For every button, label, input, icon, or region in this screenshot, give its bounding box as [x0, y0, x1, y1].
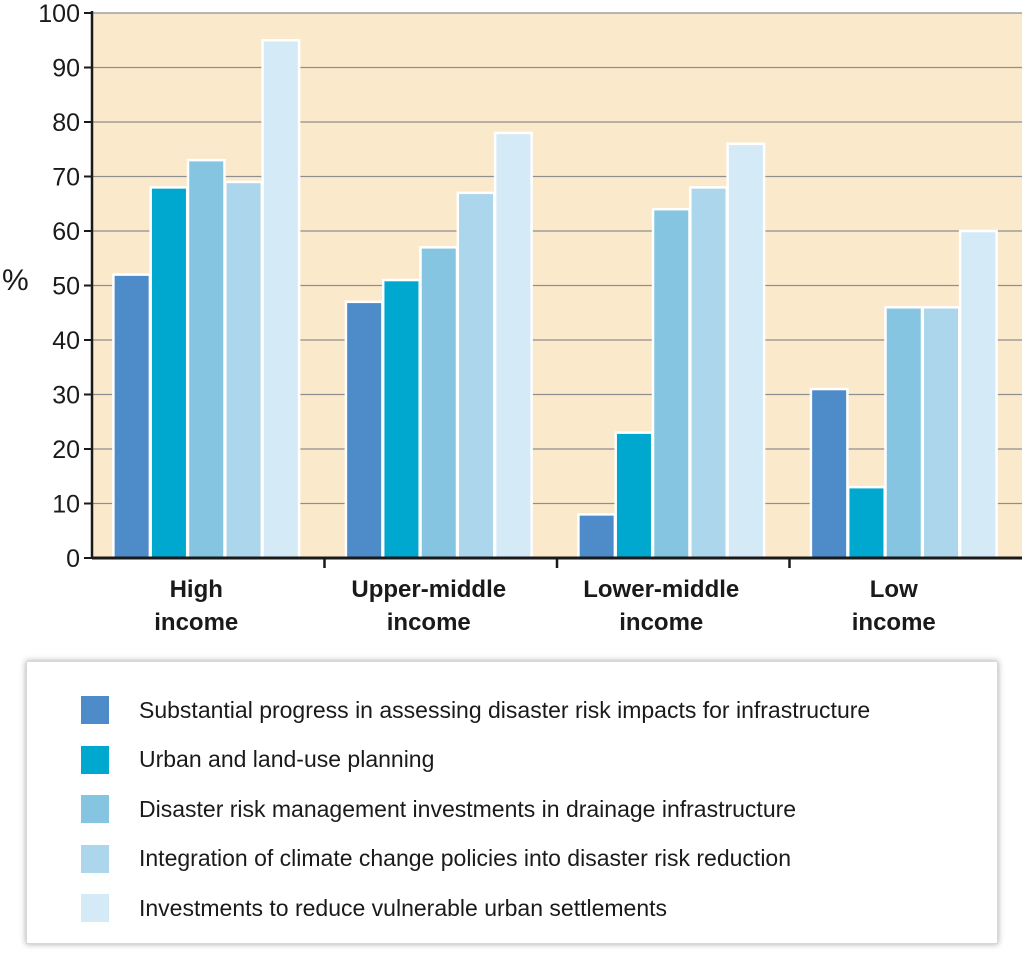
bar	[809, 387, 849, 560]
bar	[958, 229, 998, 560]
x-category-label-line: income	[154, 609, 238, 636]
bar	[261, 39, 301, 560]
y-tick-label: 10	[52, 491, 80, 519]
bar	[726, 142, 766, 560]
x-category-label-line: Low	[870, 576, 918, 603]
y-tick-label: 30	[52, 382, 80, 410]
legend: Substantial progress in assessing disast…	[26, 661, 998, 944]
legend-swatch	[81, 844, 109, 873]
bar	[419, 246, 459, 560]
x-category-label: Lower-middle income	[583, 576, 739, 636]
bar	[651, 207, 691, 560]
bar	[884, 306, 924, 560]
y-tick-label: 50	[52, 273, 80, 301]
legend-item: Urban and land-use planning	[81, 745, 434, 775]
y-tick-label: 60	[52, 218, 80, 246]
bar	[689, 186, 729, 560]
bar	[381, 278, 421, 560]
legend-item: Integration of climate change policies i…	[81, 844, 791, 874]
y-tick-label: 0	[66, 545, 80, 573]
y-tick-label: 20	[52, 436, 80, 464]
bars	[112, 39, 998, 560]
legend-item: Investments to reduce vulnerable urban s…	[81, 893, 667, 923]
bar	[456, 191, 496, 560]
legend-swatch	[81, 745, 109, 774]
bar	[149, 186, 189, 560]
bar	[493, 131, 533, 560]
legend-label: Investments to reduce vulnerable urban s…	[139, 894, 668, 921]
x-category-label: Upper-middle income	[351, 576, 506, 636]
x-category-label-line: Upper-middle	[351, 576, 506, 603]
bar	[112, 273, 152, 560]
y-tick-label: 80	[52, 109, 80, 137]
bar	[846, 485, 886, 560]
bar	[577, 513, 617, 560]
bar	[344, 300, 384, 560]
legend-swatch	[81, 795, 109, 823]
x-category-label-line: High	[170, 576, 223, 603]
bar	[186, 158, 226, 560]
legend-label: Substantial progress in assessing disast…	[139, 696, 871, 723]
legend-swatch	[81, 894, 109, 922]
y-tick-label: 40	[52, 327, 80, 355]
x-category-label-line: income	[852, 609, 936, 636]
y-tick-label: 100	[38, 0, 80, 28]
y-tick-label: 90	[52, 55, 80, 83]
legend-item: Substantial progress in assessing disast…	[81, 695, 870, 725]
legend-label: Urban and land-use planning	[139, 746, 435, 772]
x-category-label-line: income	[619, 609, 703, 636]
bar	[614, 431, 654, 560]
y-tick-label: 70	[52, 164, 80, 192]
legend-label: Integration of climate change policies i…	[139, 845, 792, 871]
x-category-label: High income	[154, 576, 238, 636]
bar	[921, 306, 961, 560]
bar	[224, 180, 264, 560]
legend-item: Disaster risk management investments in …	[81, 794, 796, 824]
x-category-label-line: income	[387, 609, 471, 636]
x-category-label-line: Lower-middle	[583, 576, 739, 603]
legend-label: Disaster risk management investments in …	[139, 795, 797, 822]
legend-swatch	[81, 696, 109, 724]
y-axis-label: %	[2, 264, 29, 297]
x-category-label: Low income	[852, 576, 936, 636]
